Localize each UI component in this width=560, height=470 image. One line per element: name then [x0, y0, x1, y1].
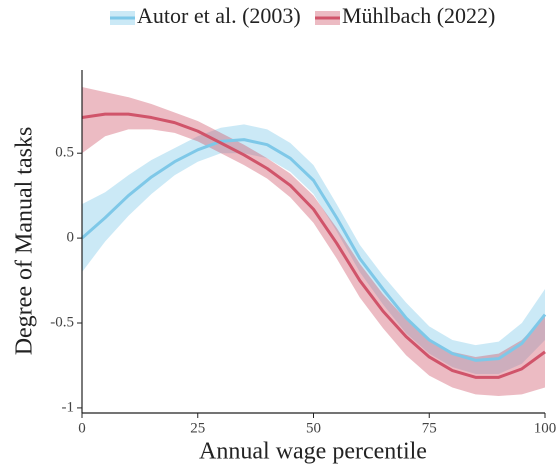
x-tick-label: 25 [190, 420, 205, 436]
x-tick-label: 50 [306, 420, 321, 436]
confidence-band [82, 124, 545, 374]
line [81, 112, 546, 379]
x-axis-label: Annual wage percentile [199, 439, 427, 465]
legend-label: Mühlbach (2022) [342, 3, 495, 28]
confidence-band [82, 86, 545, 397]
y-tick-label: 0.5 [55, 145, 74, 161]
y-tick-label: -1 [62, 399, 75, 415]
y-tick-label: 0 [67, 230, 75, 246]
y-axis-label: Degree of Manual tasks [12, 127, 38, 356]
x-tick-label: 0 [78, 420, 86, 436]
x-tick-label: 100 [534, 420, 557, 436]
x-tick-label: 75 [422, 420, 437, 436]
line [81, 138, 547, 362]
legend-label: Autor et al. (2003) [137, 3, 301, 28]
y-tick-label: -0.5 [50, 314, 74, 330]
